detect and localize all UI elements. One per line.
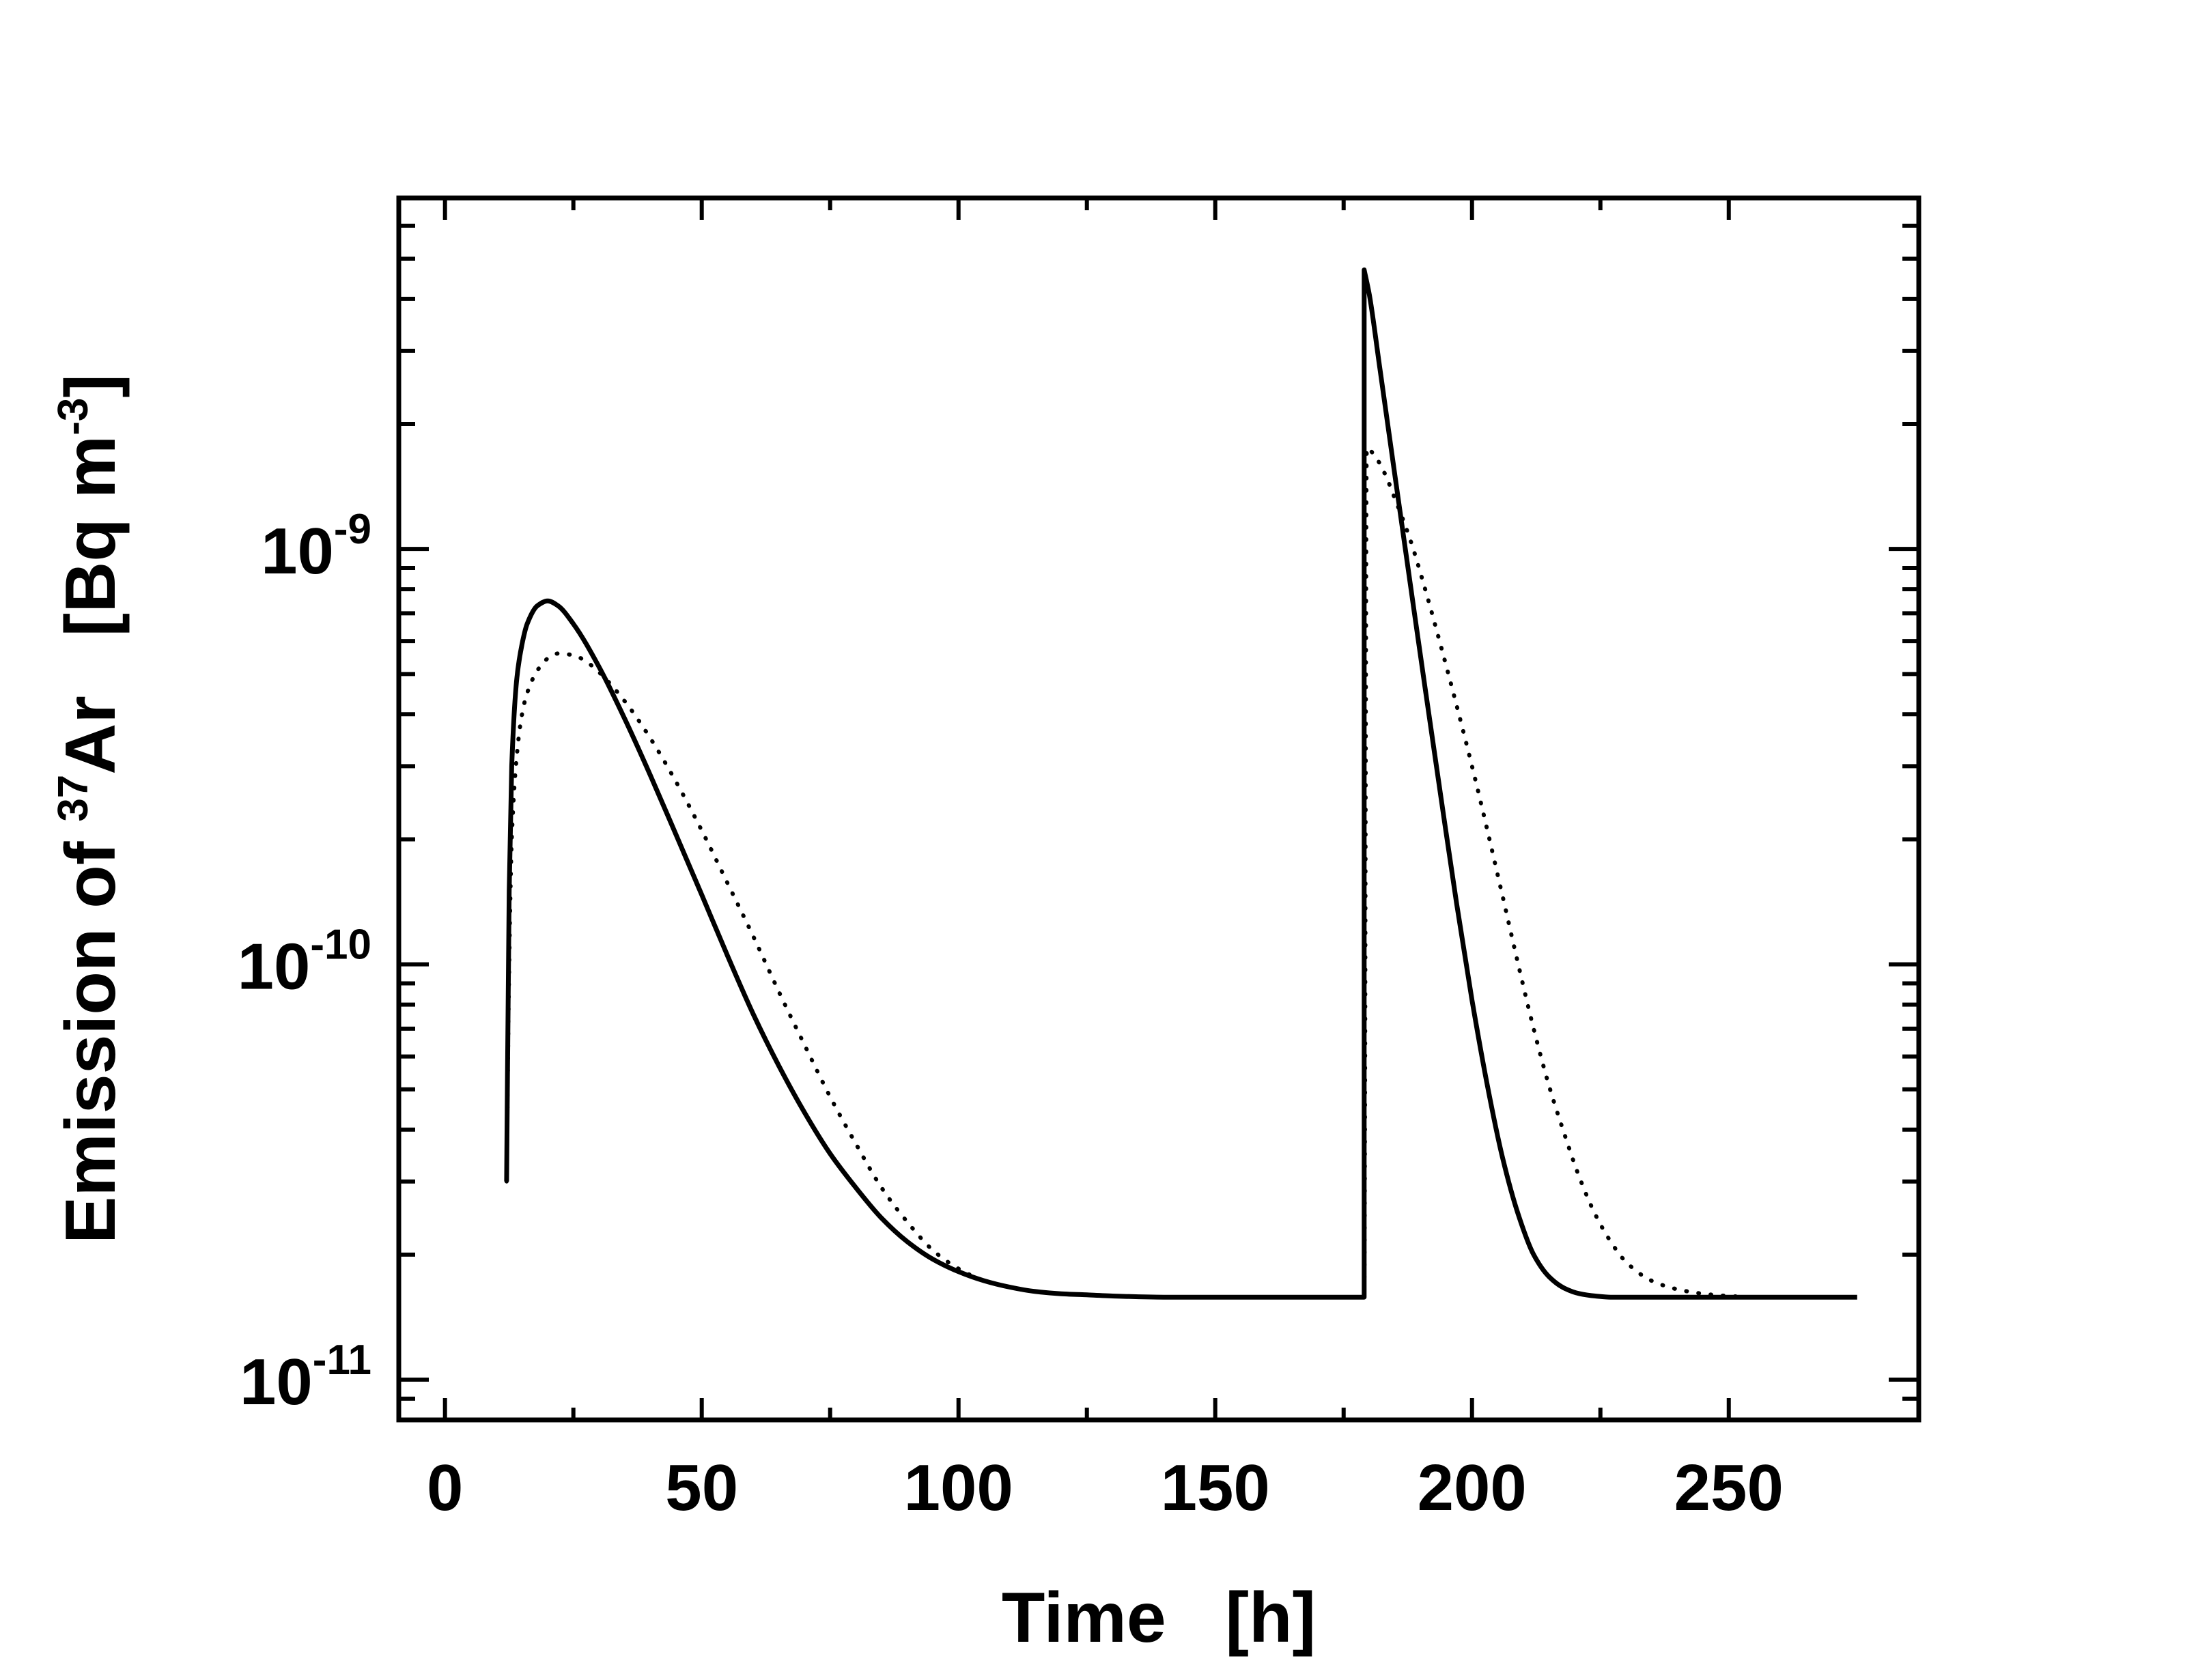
x-tick-label: 0 <box>427 1451 463 1524</box>
y-axis-title-unit-exponent: -3 <box>50 398 97 436</box>
x-axis-title: Time [h] <box>1002 1578 1316 1657</box>
y-axis-title-unit: [Bq m <box>51 436 130 696</box>
y-tick-label-base: 10 <box>240 1346 313 1419</box>
plot-frame <box>396 195 1922 1423</box>
series-layer <box>504 267 1859 1300</box>
y-axis-title-unit-close: ] <box>51 374 130 398</box>
series-dotted-line <box>504 446 1859 1300</box>
x-tick-label: 100 <box>904 1451 1013 1524</box>
y-axis-title-mass-number: 37 <box>50 775 97 822</box>
y-axis-title: Emission of 37Ar [Bq m-3] <box>50 374 130 1244</box>
x-tick-label: 150 <box>1161 1451 1270 1524</box>
y-tick-label-exponent: -11 <box>313 1337 371 1384</box>
y-tick-label: 10-11 <box>240 1337 371 1419</box>
y-tick-label-base: 10 <box>261 515 334 588</box>
y-tick-label: 10-10 <box>238 922 371 1003</box>
y-tick-label-exponent: -10 <box>310 922 371 969</box>
y-axis-title-element: Ar <box>51 696 130 775</box>
y-tick-label: 10-9 <box>261 506 371 588</box>
x-tick-label: 250 <box>1674 1451 1784 1524</box>
x-tick-label: 200 <box>1418 1451 1527 1524</box>
y-tick-label-exponent: -9 <box>334 506 371 553</box>
x-tick-label: 50 <box>665 1451 738 1524</box>
y-tick-label-base: 10 <box>238 930 311 1003</box>
y-axis-title-prefix: Emission of <box>51 822 130 1244</box>
axis-ticks <box>399 198 1919 1420</box>
